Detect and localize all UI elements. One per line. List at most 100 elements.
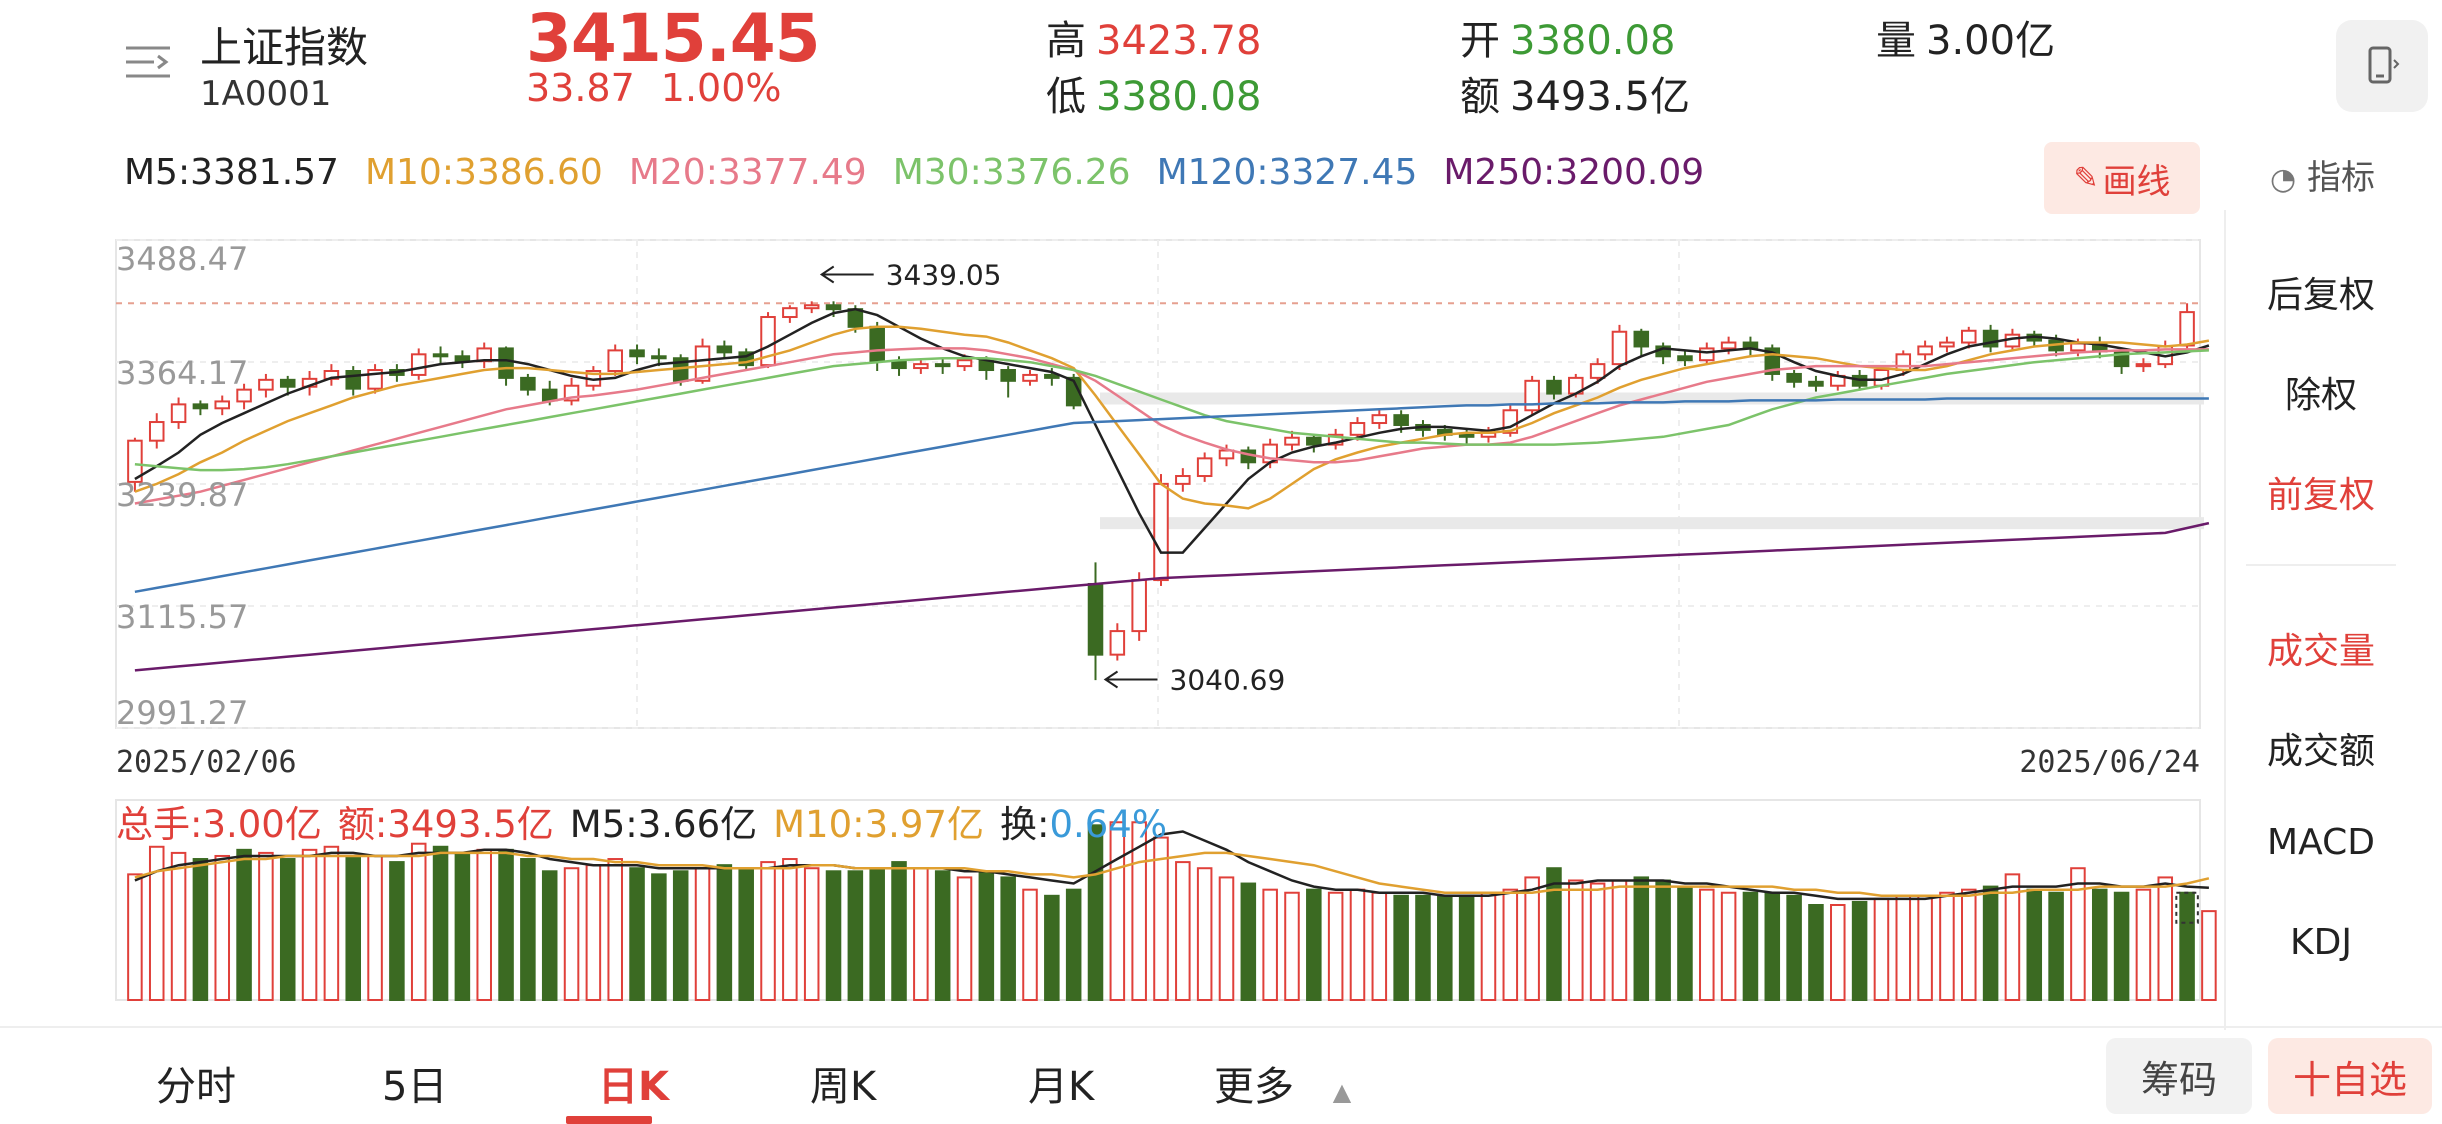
change-value: 33.87	[526, 66, 635, 110]
candle-body	[2135, 363, 2152, 368]
volume-bar	[1240, 882, 1257, 1002]
candle	[192, 400, 209, 416]
candle-body	[1109, 630, 1126, 656]
side-item-macd[interactable]: MACD	[2267, 822, 2375, 863]
tab-daily-k[interactable]: 日K	[598, 1064, 669, 1110]
candle-body	[520, 376, 536, 391]
candle-body	[1939, 341, 1955, 348]
candle-body	[1306, 436, 1322, 446]
candle-body	[498, 347, 514, 379]
add-watchlist-button[interactable]: 十自选	[2268, 1038, 2432, 1114]
volume-bar	[476, 848, 492, 1001]
volume-bar	[2026, 888, 2043, 1002]
y-tick-label: 3488.47	[116, 240, 248, 278]
side-item-volume[interactable]: 成交量	[2266, 631, 2375, 672]
candle-body	[1524, 379, 1540, 412]
candle	[760, 312, 776, 369]
side-item-kdj[interactable]: KDJ	[2290, 922, 2352, 963]
index-name: 上证指数	[200, 23, 369, 72]
ma-line-m20	[134, 347, 2209, 505]
volume-bar	[1458, 894, 1475, 1002]
volume-bar	[1677, 885, 1693, 1002]
y-tick-label: 2991.27	[116, 694, 248, 732]
volume-label: 量	[1876, 18, 1916, 64]
tab-weekly-k[interactable]: 周K	[810, 1064, 877, 1110]
ma-indicator-0: M5:3381.57	[124, 152, 339, 193]
candle-body	[1175, 475, 1191, 485]
candle	[1065, 373, 1082, 410]
volume-bar	[345, 854, 361, 1001]
candle-body	[1699, 347, 1715, 362]
candle	[1000, 366, 1016, 398]
volume-bar	[1786, 894, 1802, 1002]
y-tick-label: 3364.17	[116, 354, 248, 392]
volume-bar	[1044, 894, 1060, 1002]
annotations: 3439.05 3040.69	[819, 259, 1285, 696]
tab-more[interactable]: 更多 ▲	[1214, 1054, 1351, 1112]
candle	[170, 397, 187, 429]
high-label: 高	[1046, 18, 1086, 64]
volume-bar	[585, 864, 602, 1002]
volume-bar	[2179, 891, 2195, 1002]
side-item-forward-adjust[interactable]: 前复权	[2266, 475, 2375, 516]
candle-body	[1131, 579, 1147, 633]
tab-monthly-k[interactable]: 月K	[1028, 1064, 1095, 1110]
volume-bar	[520, 858, 536, 1002]
candle	[1655, 342, 1671, 365]
candle-body	[1000, 369, 1016, 382]
candle	[1917, 340, 1933, 361]
candle	[1742, 336, 1759, 357]
candle	[716, 340, 733, 359]
side-item-amount[interactable]: 成交额	[2266, 731, 2375, 772]
draw-line-button[interactable]: ✎ 画线	[2044, 142, 2200, 214]
volume-bar	[323, 845, 340, 1001]
side-item-backward-adjust[interactable]: 后复权	[2266, 275, 2375, 316]
side-item-ex-rights[interactable]: 除权	[2284, 375, 2357, 416]
volume-value: 3.00亿	[1926, 18, 2056, 64]
chips-button[interactable]: 筹码	[2106, 1038, 2252, 1114]
tab-intraday[interactable]: 分时	[156, 1064, 236, 1110]
volume-bar	[1808, 904, 1824, 1001]
candle	[607, 344, 623, 376]
annotation-arrow-head	[819, 265, 835, 284]
ma-line-m5	[134, 307, 2210, 554]
band-m120	[1100, 392, 2204, 405]
candle	[1939, 336, 1955, 353]
volume-bar	[716, 864, 733, 1002]
candle	[1327, 428, 1344, 450]
volume-bar	[301, 848, 318, 1001]
draw-line-label: 画线	[2102, 161, 2171, 202]
indicator-settings-button[interactable]: ◔ 指标	[2270, 150, 2375, 199]
volume-bar	[2070, 867, 2086, 1002]
volume-bar	[607, 858, 623, 1002]
volume-bar	[1109, 821, 1126, 1001]
volume-bar	[1306, 888, 1322, 1002]
candle-body	[170, 403, 187, 424]
volume-bar	[410, 842, 427, 1001]
change-percent: 1.00%	[660, 66, 782, 110]
volume-legend-item-4: 换:	[999, 803, 1050, 846]
volume-bar	[1065, 888, 1082, 1002]
candle-body	[1633, 330, 1650, 348]
candle-body	[1065, 376, 1082, 407]
low-value: 3380.08	[1096, 74, 1262, 120]
volume-bar	[1982, 885, 1999, 1002]
volume-bar	[1284, 891, 1300, 1002]
candle-body	[236, 388, 252, 403]
index-code: 1A0001	[200, 74, 332, 114]
candle	[1982, 324, 1999, 353]
candle	[782, 305, 798, 323]
candle	[2026, 330, 2043, 347]
kline-chart[interactable]: 3488.47 3364.17 3239.87 3115.57 2991.27 2025/…	[0, 0, 2442, 1030]
landscape-toggle-button[interactable]	[2336, 20, 2428, 112]
candle-body	[1349, 422, 1366, 436]
candle	[520, 373, 536, 396]
candle	[1808, 375, 1824, 392]
candle-body	[192, 403, 209, 410]
menu-list-icon[interactable]	[124, 42, 172, 86]
low-stat: 低 3380.08	[1046, 64, 1261, 122]
candle-body	[1895, 353, 1912, 372]
volume-legend-item-0: 总手:3.00亿	[116, 803, 322, 846]
volume-bar	[1415, 894, 1431, 1002]
tab-5day[interactable]: 5日	[382, 1064, 448, 1110]
